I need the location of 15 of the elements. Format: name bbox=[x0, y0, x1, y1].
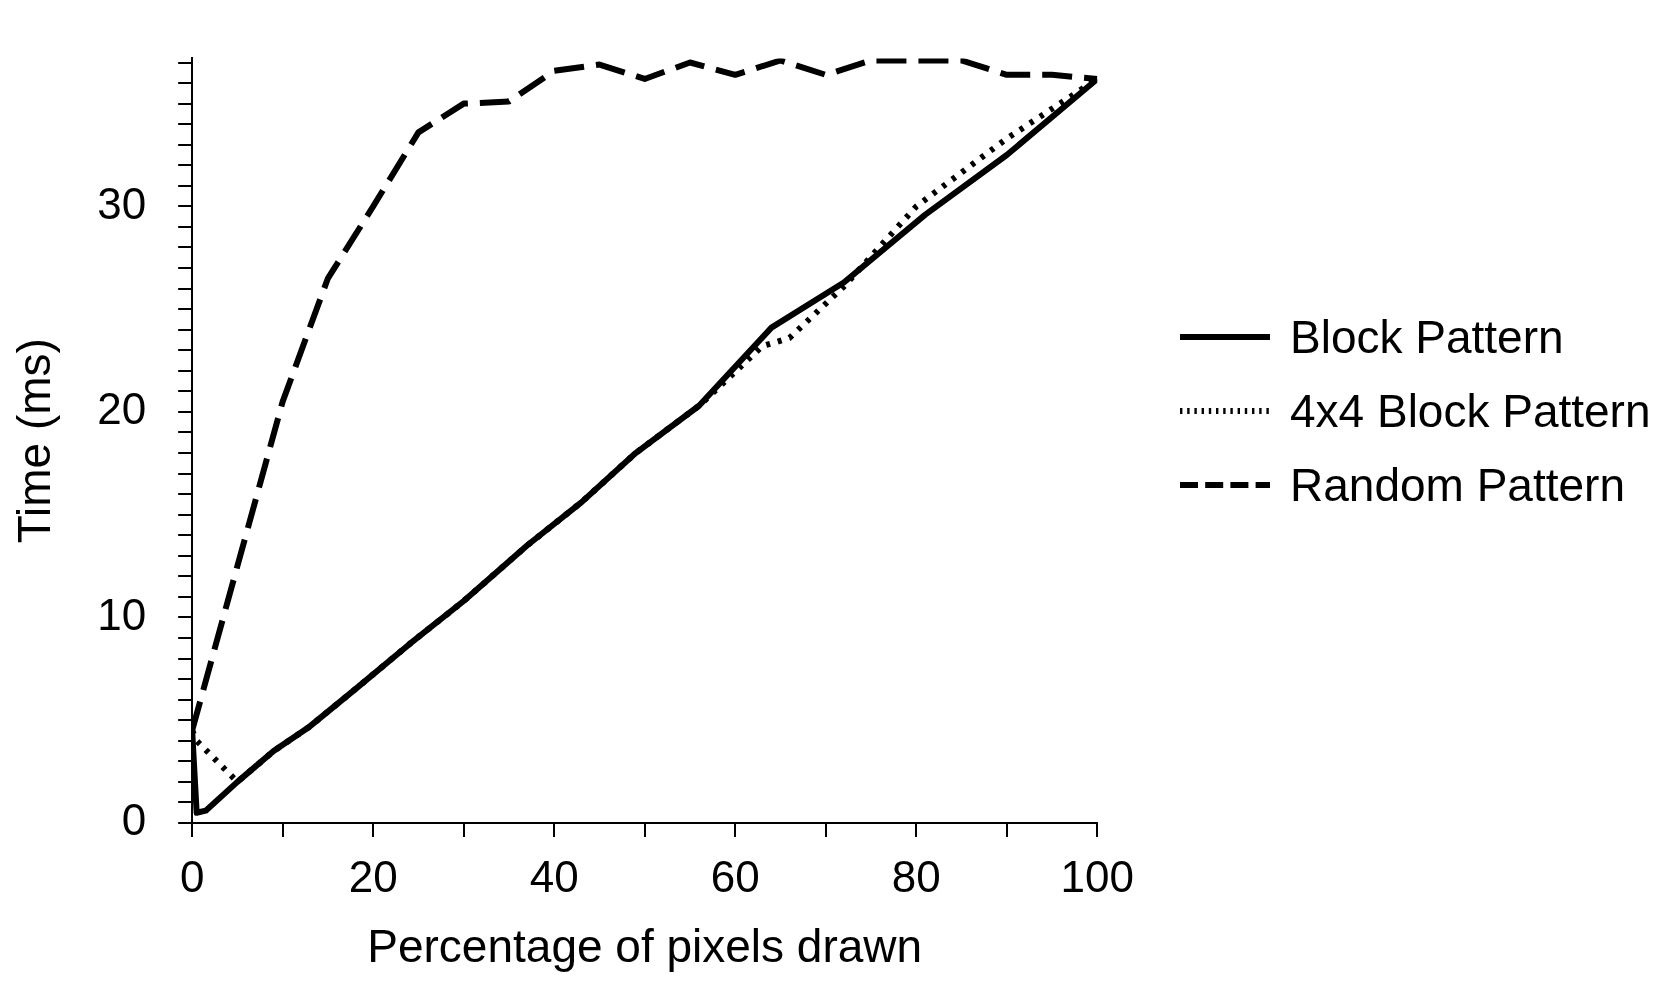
y-tick-label: 30 bbox=[97, 178, 147, 228]
y-tick-label: 0 bbox=[121, 795, 147, 845]
x-axis-title: Percentage of pixels drawn bbox=[367, 920, 923, 973]
x-tick-label: 80 bbox=[891, 851, 941, 901]
legend-label: Block Pattern bbox=[1290, 310, 1564, 364]
x-tick-label: 40 bbox=[529, 851, 579, 901]
x-tick-label: 60 bbox=[710, 851, 760, 901]
x-tick-label: 20 bbox=[348, 851, 398, 901]
x-tick-label: 100 bbox=[1060, 851, 1134, 901]
x-tick-label: 0 bbox=[179, 851, 205, 901]
legend-label: 4x4 Block Pattern bbox=[1290, 384, 1651, 438]
y-tick-label: 20 bbox=[97, 384, 147, 434]
legend-label: Random Pattern bbox=[1290, 458, 1625, 512]
y-tick-label: 10 bbox=[97, 589, 147, 639]
y-axis-title: Time (ms) bbox=[8, 338, 61, 544]
